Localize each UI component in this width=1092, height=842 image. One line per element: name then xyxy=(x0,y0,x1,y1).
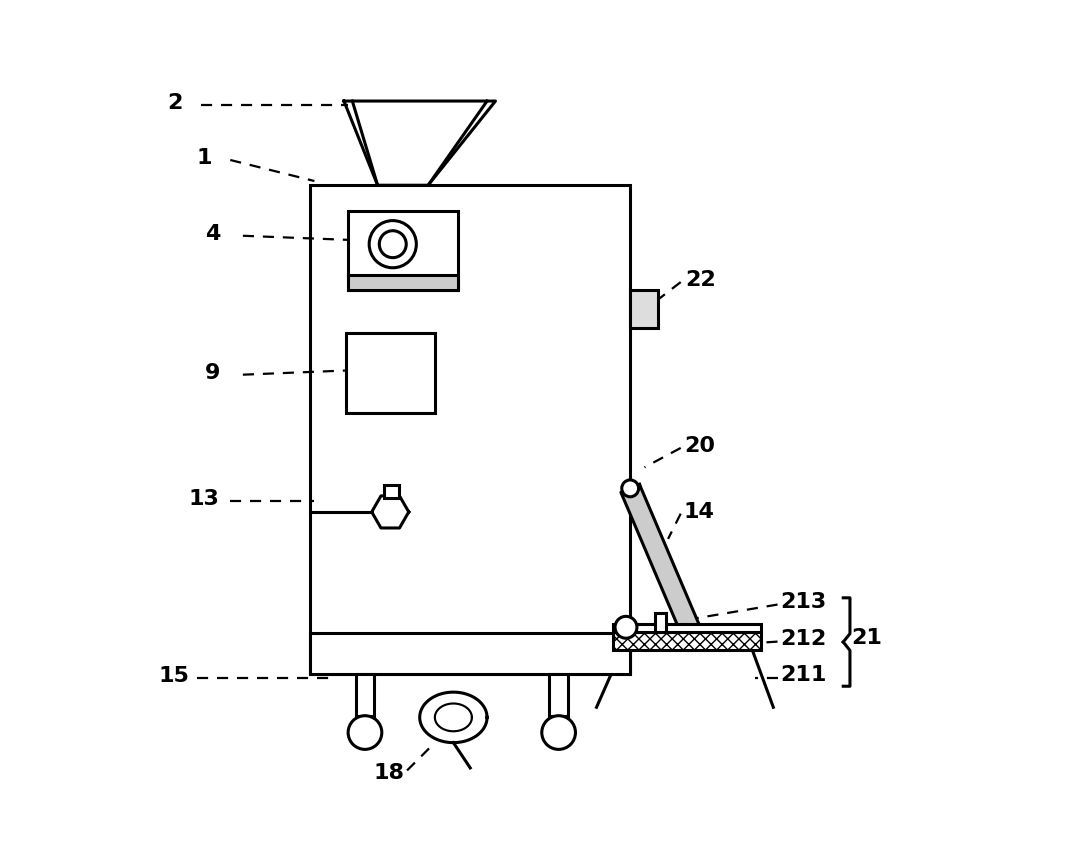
Text: 13: 13 xyxy=(188,489,219,509)
Bar xyxy=(346,333,435,413)
Bar xyxy=(356,674,375,716)
Text: 2: 2 xyxy=(167,93,182,114)
Circle shape xyxy=(379,231,406,258)
Text: 4: 4 xyxy=(205,224,221,244)
Text: 211: 211 xyxy=(780,665,827,685)
Bar xyxy=(384,485,400,498)
Bar xyxy=(348,210,458,290)
Circle shape xyxy=(621,480,639,497)
Text: 21: 21 xyxy=(851,628,881,648)
Circle shape xyxy=(369,221,416,268)
Text: 1: 1 xyxy=(197,148,212,168)
Bar xyxy=(630,290,658,328)
Polygon shape xyxy=(621,484,707,651)
Circle shape xyxy=(542,716,575,749)
Text: 22: 22 xyxy=(685,270,715,290)
Bar xyxy=(655,613,665,632)
Circle shape xyxy=(348,716,382,749)
Text: 213: 213 xyxy=(780,592,827,612)
Bar xyxy=(614,624,761,632)
Text: 15: 15 xyxy=(158,666,190,686)
Text: 20: 20 xyxy=(684,436,715,456)
Text: 14: 14 xyxy=(684,502,714,522)
Bar xyxy=(310,185,630,674)
Bar xyxy=(310,633,630,674)
Bar xyxy=(348,275,458,290)
Text: 18: 18 xyxy=(373,763,404,783)
Bar xyxy=(549,674,568,716)
Circle shape xyxy=(615,616,637,638)
Bar xyxy=(614,632,761,650)
Text: 9: 9 xyxy=(205,363,221,383)
Text: 212: 212 xyxy=(780,629,827,649)
